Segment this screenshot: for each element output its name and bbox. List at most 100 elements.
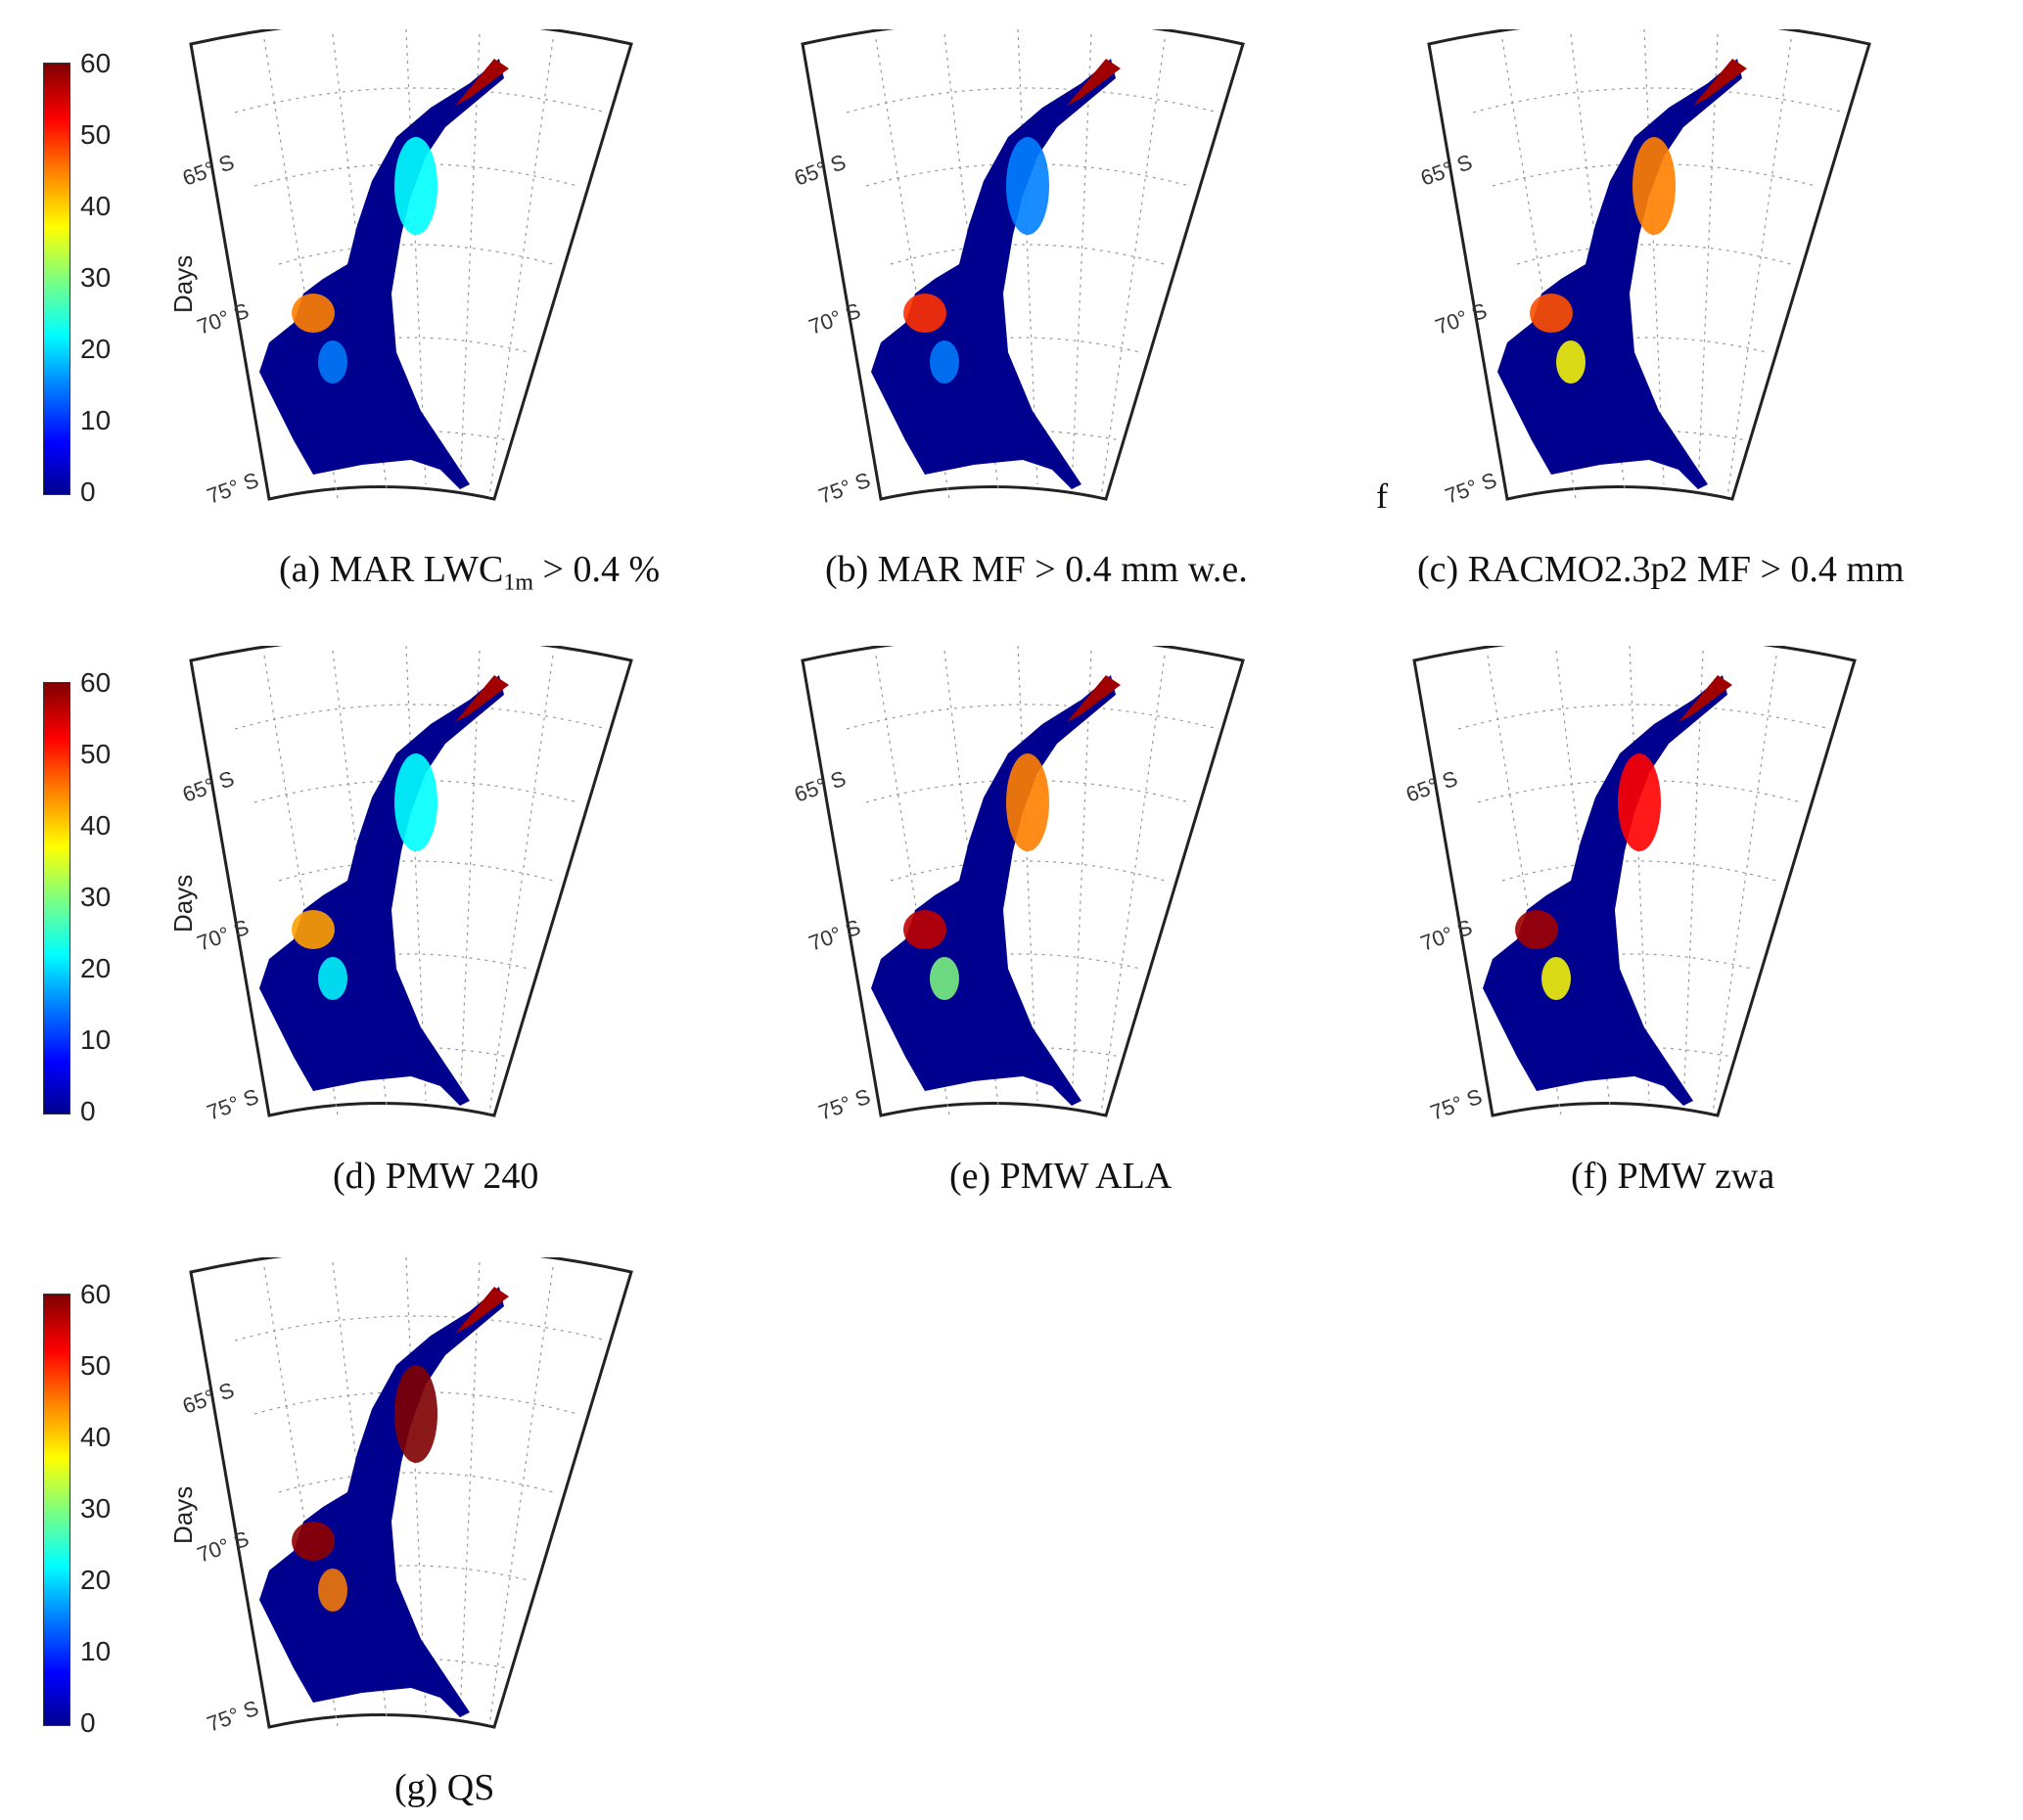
colorbar-tick: 20 xyxy=(80,953,112,983)
colorbar-tick: 50 xyxy=(80,739,112,769)
colorbar-tick: 60 xyxy=(80,48,112,78)
graticule-parallel xyxy=(253,162,578,187)
melt-inner-bay xyxy=(318,1569,347,1612)
caption-f: (f) PMW zwa xyxy=(1571,1156,1775,1197)
colorbar-tick: 60 xyxy=(80,667,112,698)
graticule-parallel xyxy=(234,87,608,114)
melt-east-coast xyxy=(394,753,437,851)
melt-north-tip xyxy=(1067,675,1121,722)
caption-a: (a) MAR LWC1m > 0.4 % xyxy=(279,548,660,597)
graticule-parallel xyxy=(1472,87,1846,114)
map-panel-c: 65° S70° S75° S xyxy=(1417,29,1871,509)
melt-east-coast xyxy=(1618,753,1661,851)
colorbar-tick: 30 xyxy=(80,262,112,293)
colorbar-tick: 40 xyxy=(80,810,112,841)
caption-e: (e) PMW ALA xyxy=(949,1156,1172,1197)
graticule-parallel xyxy=(846,87,1219,114)
map-panel-g: 65° S70° S75° S xyxy=(179,1257,633,1737)
map-panel-f: 65° S70° S75° S xyxy=(1402,646,1857,1125)
colorbar-gradient xyxy=(43,682,70,1115)
graticule-meridian xyxy=(1100,655,1166,1115)
land-mass xyxy=(871,59,1116,489)
latitude-label: 75° S xyxy=(1427,1084,1485,1125)
melt-west-bay xyxy=(903,294,946,333)
melt-west-bay xyxy=(1515,910,1558,949)
colorbar-tick: 10 xyxy=(80,1024,112,1055)
graticule-meridian xyxy=(405,1257,427,1713)
melt-inner-bay xyxy=(1556,341,1586,384)
latitude-label: 75° S xyxy=(1442,468,1499,509)
melt-west-bay xyxy=(292,910,335,949)
graticule-meridian xyxy=(1071,33,1092,490)
graticule-parallel xyxy=(846,704,1219,730)
map-panel-b: 65° S70° S75° S xyxy=(791,29,1245,509)
graticule-parallel xyxy=(234,1315,608,1342)
melt-inner-bay xyxy=(1541,957,1571,1000)
melt-east-coast xyxy=(1632,137,1676,235)
caption-a-subscript: 1m xyxy=(503,569,534,596)
colorbar-tick: 10 xyxy=(80,405,112,435)
graticule-parallel xyxy=(865,162,1190,187)
land-mass xyxy=(259,59,504,489)
stray-mark: f xyxy=(1376,477,1388,516)
melt-west-bay xyxy=(292,294,335,333)
melt-west-bay xyxy=(1530,294,1573,333)
graticule-parallel xyxy=(1477,779,1802,803)
melt-north-tip xyxy=(1678,675,1732,722)
latitude-label: 75° S xyxy=(204,1696,261,1737)
graticule-meridian xyxy=(488,1266,554,1726)
colorbar-tick: 0 xyxy=(80,477,96,507)
melt-north-tip xyxy=(455,675,509,722)
graticule-meridian xyxy=(1712,655,1777,1115)
caption-a-main: (a) MAR LWC xyxy=(279,549,504,590)
colorbar-tick: 0 xyxy=(80,1096,96,1126)
melt-east-coast xyxy=(1006,753,1049,851)
melt-north-tip xyxy=(455,1287,509,1334)
melt-east-coast xyxy=(394,137,437,235)
colorbar-tick: 30 xyxy=(80,882,112,912)
graticule-meridian xyxy=(1697,33,1719,490)
colorbar-tick: 30 xyxy=(80,1493,112,1524)
map-panel-e: 65° S70° S75° S xyxy=(791,646,1245,1125)
colorbar-tick: 50 xyxy=(80,119,112,150)
melt-inner-bay xyxy=(318,957,347,1000)
caption-c: (c) RACMO2.3p2 MF > 0.4 mm xyxy=(1417,549,1905,590)
graticule-meridian xyxy=(1071,650,1092,1107)
graticule-meridian xyxy=(1100,38,1166,498)
graticule-meridian xyxy=(1017,29,1038,485)
melt-north-tip xyxy=(1693,59,1747,106)
graticule-meridian xyxy=(1629,646,1650,1102)
melt-west-bay xyxy=(903,910,946,949)
graticule-meridian xyxy=(459,33,481,490)
graticule-meridian xyxy=(488,655,554,1115)
land-mass xyxy=(871,675,1116,1106)
latitude-label: 75° S xyxy=(204,1084,261,1125)
graticule-meridian xyxy=(1726,38,1792,498)
graticule-meridian xyxy=(1017,646,1038,1102)
graticule-meridian xyxy=(1682,650,1704,1107)
caption-d: (d) PMW 240 xyxy=(333,1156,539,1197)
melt-east-coast xyxy=(394,1365,437,1463)
colorbar-tick: 60 xyxy=(80,1279,112,1309)
graticule-parallel xyxy=(865,779,1190,803)
map-panel-a: 65° S70° S75° S xyxy=(179,29,633,509)
land-mass xyxy=(1483,675,1727,1106)
colorbar-tick: 0 xyxy=(80,1707,96,1738)
colorbar-tick: 50 xyxy=(80,1350,112,1381)
latitude-label: 75° S xyxy=(204,468,261,509)
latitude-label: 75° S xyxy=(815,1084,873,1125)
graticule-parallel xyxy=(1492,162,1816,187)
colorbar-tick: 20 xyxy=(80,334,112,364)
melt-inner-bay xyxy=(930,341,959,384)
map-panel-d: 65° S70° S75° S xyxy=(179,646,633,1125)
colorbar-gradient xyxy=(43,63,70,495)
graticule-meridian xyxy=(1643,29,1665,485)
melt-north-tip xyxy=(1067,59,1121,106)
latitude-label: 75° S xyxy=(815,468,873,509)
land-mass xyxy=(259,1287,504,1717)
colorbar-tick: 20 xyxy=(80,1565,112,1595)
graticule-parallel xyxy=(1457,704,1831,730)
colorbar-tick: 40 xyxy=(80,1422,112,1452)
graticule-parallel xyxy=(253,779,578,803)
graticule-parallel xyxy=(234,704,608,730)
